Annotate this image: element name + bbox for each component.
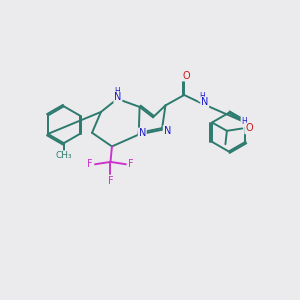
Text: O: O — [183, 71, 190, 81]
Text: F: F — [87, 159, 92, 169]
Text: F: F — [108, 176, 113, 186]
Text: H: H — [241, 117, 247, 126]
Text: N: N — [114, 92, 122, 102]
Text: CH₃: CH₃ — [56, 151, 72, 160]
Text: F: F — [128, 159, 134, 169]
Text: H: H — [199, 92, 205, 101]
Text: O: O — [245, 124, 253, 134]
Text: H: H — [114, 87, 120, 96]
Text: N: N — [139, 128, 146, 138]
Text: N: N — [201, 98, 208, 107]
Text: N: N — [164, 126, 171, 136]
